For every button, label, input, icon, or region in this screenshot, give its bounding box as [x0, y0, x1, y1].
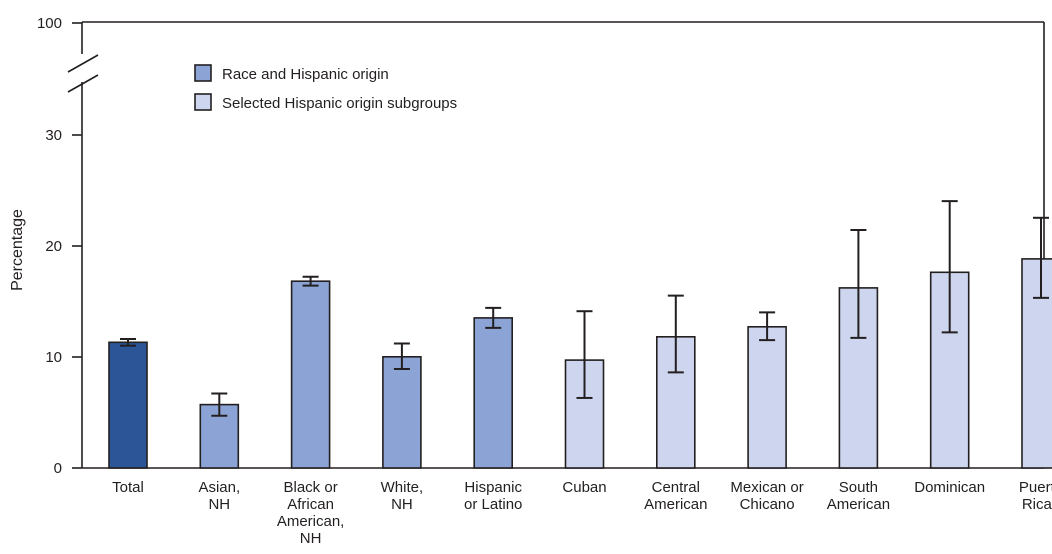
error-bar-6	[667, 294, 684, 374]
y-axis	[72, 22, 83, 469]
x-tick-labels: Total Asian, NH Black or African American, NH W…	[112, 479, 1052, 547]
legend-label-subgroup: Selected Hispanic origin subgroups	[222, 95, 457, 112]
error-bar-0	[120, 338, 136, 347]
bar-7	[747, 325, 787, 469]
error-bar-1	[211, 392, 228, 417]
y-axis-label: Percentage	[9, 209, 26, 291]
error-bar-8	[850, 229, 867, 339]
legend-swatch-subgroup	[194, 93, 212, 111]
x-tick-label: White, NH	[381, 479, 424, 513]
error-bar-3	[393, 342, 410, 371]
bar-10	[1021, 258, 1052, 469]
top-border	[82, 21, 1045, 468]
x-tick-label: Central American	[644, 479, 707, 513]
error-bars-group	[120, 200, 1049, 417]
error-bar-7	[759, 311, 776, 342]
bar-3	[382, 355, 422, 469]
bar-2	[290, 280, 331, 469]
error-bar-4	[485, 306, 502, 329]
y-tick-label: 30	[45, 127, 62, 144]
legend-label-race: Race and Hispanic origin	[222, 66, 389, 83]
x-tick-label: Dominican	[914, 479, 985, 496]
error-bar-5	[576, 310, 593, 399]
y-tick-label: 100	[37, 15, 62, 32]
bar-4	[473, 317, 514, 469]
x-tick-label: Total	[112, 479, 144, 496]
x-tick-label: PuertoRican	[1019, 479, 1052, 513]
legend-swatch-race	[194, 64, 212, 82]
x-tick-label: South American	[827, 479, 890, 513]
y-tick-label: 0	[54, 460, 62, 477]
x-tick-label: Asian, NH	[198, 479, 240, 513]
y-tick-label: 20	[45, 238, 62, 255]
x-tick-label: Black or African American, NH	[277, 479, 345, 547]
axis-break-marker	[67, 54, 99, 93]
bar-6	[655, 335, 696, 469]
error-bar-10	[1033, 216, 1049, 299]
error-bar-2	[302, 275, 319, 287]
bar-0	[108, 341, 148, 469]
y-tick-label: 10	[45, 349, 62, 366]
error-bar-9	[941, 200, 958, 334]
x-tick-label: Hispanic or Latino	[464, 479, 522, 513]
x-tick-label: Mexican or Chicano	[730, 479, 803, 513]
legend: Race and Hispanic origin Selected Hispan…	[194, 64, 457, 112]
bars-group	[108, 258, 1052, 469]
x-tick-label: Cuban	[562, 479, 606, 496]
